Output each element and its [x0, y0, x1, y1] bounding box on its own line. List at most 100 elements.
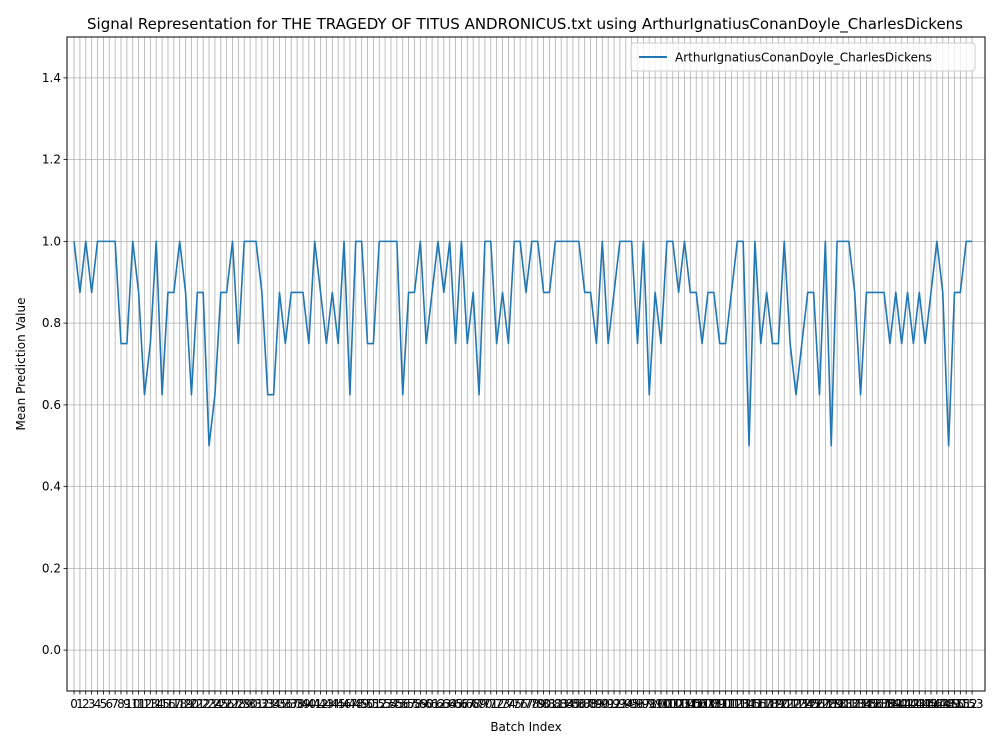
x-tick-label: 23	[201, 697, 216, 711]
x-tick-label: 71	[483, 697, 498, 711]
x-tick-label: 64	[442, 697, 457, 711]
x-tick-label: 46	[336, 697, 351, 711]
x-tick-label: 76	[512, 697, 527, 711]
x-tick-label: 22	[196, 697, 211, 711]
y-axis: 0.0 0.2 0.4 0.6 0.8 1.0 1.2 1.4	[42, 71, 67, 657]
x-tick-label: 31	[248, 697, 263, 711]
x-tick-label: 70	[477, 697, 492, 711]
series-lines	[73, 240, 973, 447]
x-tick-label: 106	[685, 697, 708, 711]
x-tick-label: 110	[708, 697, 731, 711]
x-tick-label: 115	[738, 697, 761, 711]
x-tick-label: 59	[413, 697, 428, 711]
x-tick-label: 107	[691, 697, 714, 711]
x-tick-label: 50	[360, 697, 375, 711]
x-tick-label: 128	[814, 697, 837, 711]
x-tick-label: 67	[460, 697, 475, 711]
x-tick-label: 118	[755, 697, 778, 711]
x-tick-label: 37	[284, 697, 299, 711]
x-tick-label: 19	[178, 697, 193, 711]
y-axis-title: Mean Prediction Value	[14, 298, 28, 431]
x-tick-label: 81	[542, 697, 557, 711]
x-tick-label: 3	[88, 697, 96, 711]
x-axis-title: Batch Index	[490, 720, 561, 734]
x-tick-label: 52	[372, 697, 387, 711]
x-tick-label: 79	[530, 697, 545, 711]
x-tick-label: 28	[231, 697, 246, 711]
x-tick-label: 38	[289, 697, 304, 711]
x-tick-label: 124	[790, 697, 813, 711]
x-tick-label: 9	[123, 697, 131, 711]
x-tick-label: 116	[743, 697, 766, 711]
x-tick-label: 8	[117, 697, 125, 711]
grid-lines	[67, 37, 985, 691]
x-tick-label: 61	[424, 697, 439, 711]
x-tick-label: 109	[702, 697, 725, 711]
x-tick-label: 56	[395, 697, 410, 711]
legend: ArthurIgnatiusConanDoyle_CharlesDickens	[630, 42, 976, 72]
x-tick-label: 104	[673, 697, 696, 711]
x-tick-label: 15	[154, 697, 169, 711]
x-tick-label: 125	[796, 697, 819, 711]
x-tick-label: 153	[961, 697, 984, 711]
x-tick-label: 54	[383, 697, 398, 711]
x-tick-label: 136	[861, 697, 884, 711]
x-tick-label: 69	[471, 697, 486, 711]
x-tick-label: 35	[272, 697, 287, 711]
x-tick-label: 130	[826, 697, 849, 711]
x-tick-label: 13	[143, 697, 158, 711]
x-tick-label: 53	[377, 697, 392, 711]
x-tick-label: 122	[779, 697, 802, 711]
x-tick-label: 0	[70, 697, 78, 711]
x-tick-label: 25	[213, 697, 228, 711]
x-tick-label: 143	[902, 697, 925, 711]
x-tick-label: 90	[595, 697, 610, 711]
x-tick-label: 14	[149, 697, 164, 711]
x-tick-label: 26	[219, 697, 234, 711]
x-tick-label: 1	[76, 697, 84, 711]
y-tick-label: 1.4	[42, 71, 61, 85]
x-tick-label: 92	[606, 697, 621, 711]
x-tick-label: 57	[401, 697, 416, 711]
x-tick-label: 17	[166, 697, 181, 711]
x-tick-label: 147	[925, 697, 948, 711]
x-tick-label: 80	[536, 697, 551, 711]
x-tick-label: 142	[896, 697, 919, 711]
x-tick-label: 21	[190, 697, 205, 711]
x-tick-label: 97	[636, 697, 651, 711]
x-tick-label: 151	[949, 697, 972, 711]
x-tick-label: 134	[849, 697, 872, 711]
x-tick-label: 83	[554, 697, 569, 711]
x-tick-label: 74	[501, 697, 516, 711]
x-tick-label: 12	[137, 697, 152, 711]
x-tick-label: 42	[313, 697, 328, 711]
x-tick-label: 36	[278, 697, 293, 711]
x-tick-label: 108	[697, 697, 720, 711]
x-tick-label: 132	[837, 697, 860, 711]
x-tick-label: 60	[419, 697, 434, 711]
y-tick-label: 0.6	[42, 398, 61, 412]
x-tick-label: 123	[785, 697, 808, 711]
x-tick-label: 2	[82, 697, 90, 711]
x-tick-label: 145	[914, 697, 937, 711]
x-tick-label: 4	[94, 697, 102, 711]
x-tick-label: 93	[612, 697, 627, 711]
x-tick-label: 133	[843, 697, 866, 711]
x-tick-label: 33	[260, 697, 275, 711]
x-tick-label: 18	[172, 697, 187, 711]
x-tick-label: 75	[507, 697, 522, 711]
x-tick-label: 86	[571, 697, 586, 711]
legend-label: ArthurIgnatiusConanDoyle_CharlesDickens	[675, 51, 932, 65]
x-tick-label: 117	[749, 697, 772, 711]
x-tick-label: 44	[325, 697, 340, 711]
x-tick-label: 78	[524, 697, 539, 711]
x-tick-label: 24	[207, 697, 222, 711]
x-tick-label: 105	[679, 697, 702, 711]
x-tick-label: 144	[908, 697, 931, 711]
x-tick-label: 94	[618, 697, 633, 711]
x-tick-label: 96	[630, 697, 645, 711]
x-tick-label: 111	[714, 697, 737, 711]
x-tick-label: 113	[726, 697, 749, 711]
x-tick-label: 126	[802, 697, 825, 711]
